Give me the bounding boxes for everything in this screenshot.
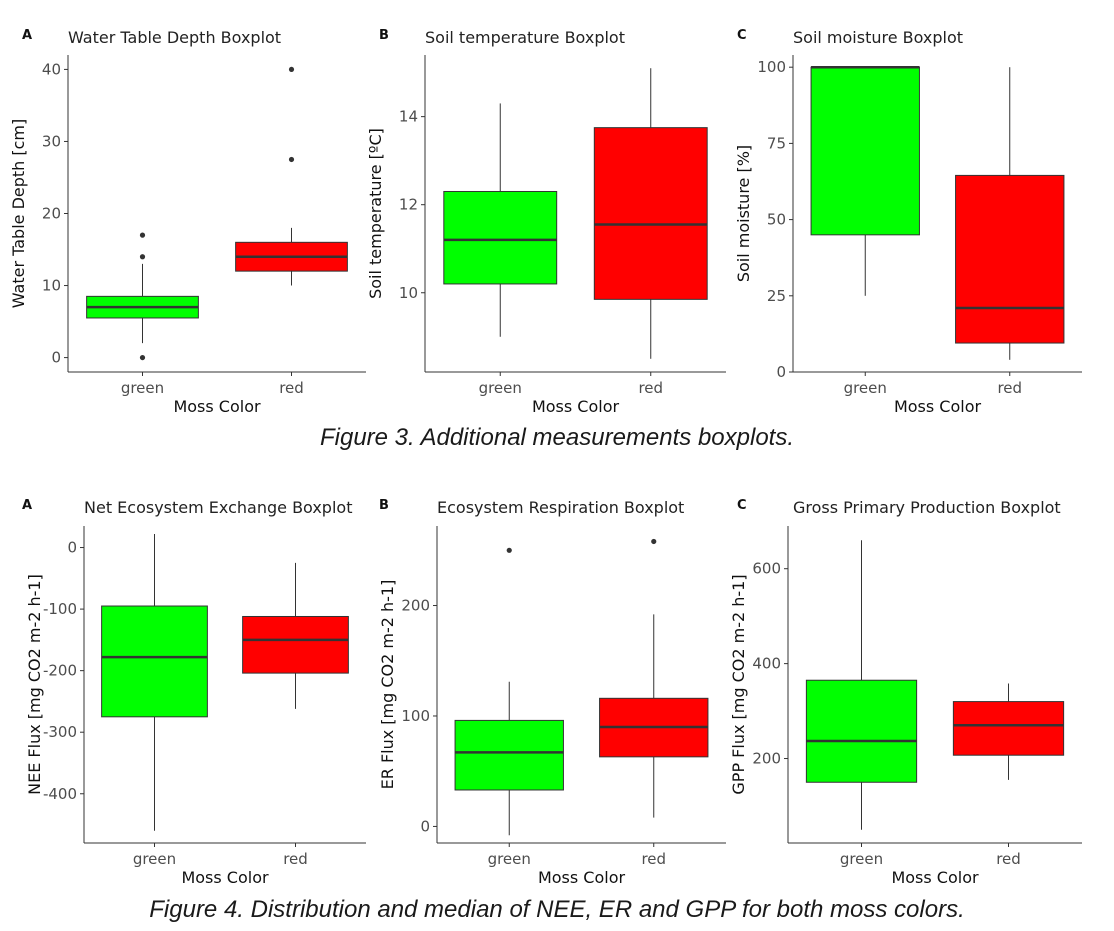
y-tick-label: 200	[752, 750, 781, 768]
y-tick-label: 20	[42, 205, 61, 223]
x-tick-label: green	[844, 379, 887, 397]
y-axis-title: Soil moisture [%]	[734, 145, 753, 282]
y-axis-title: ER Flux [mg CO2 m-2 h-1]	[378, 580, 397, 790]
box-green	[86, 232, 199, 361]
y-tick-label: -100	[43, 600, 77, 618]
box-rect	[443, 190, 558, 285]
panel-gpp: C Gross Primary Production Boxplot 200 400 6…	[729, 498, 1082, 887]
y-tick-label: 10	[42, 277, 61, 295]
y-tick-label: 100	[757, 58, 786, 76]
box-green	[810, 65, 920, 296]
y-tick-label: 50	[767, 211, 786, 229]
panel-er: B Ecosystem Respiration Boxplot 0 100 200 gre…	[378, 498, 726, 887]
box-rect	[955, 174, 1065, 344]
y-tick-label: -200	[43, 662, 77, 680]
y-tick-label: 14	[399, 108, 418, 126]
panel-label: B	[379, 498, 389, 513]
y-axis-title: Water Table Depth [cm]	[9, 119, 28, 309]
panel-label: C	[737, 498, 747, 513]
outlier-point	[288, 66, 295, 73]
y-tick-label: -400	[43, 785, 77, 803]
box-rect	[593, 127, 708, 300]
box-green	[101, 534, 208, 831]
x-tick-label: green	[121, 379, 164, 397]
box-rect	[242, 615, 349, 674]
panel-soil-moisture: C Soil moisture Boxplot 0 25 50 75 100 green red…	[734, 28, 1082, 416]
x-axis-title: Moss Color	[891, 868, 979, 887]
outlier-point	[651, 538, 657, 545]
x-tick-label: red	[638, 379, 663, 397]
y-axis-title: Soil temperature [ºC]	[366, 128, 385, 299]
y-tick-label: 40	[42, 60, 61, 78]
box-rect	[101, 605, 208, 718]
box-rect	[454, 719, 564, 791]
box-rect	[810, 66, 920, 236]
box-red	[593, 68, 708, 359]
y-tick-label: -300	[43, 723, 77, 741]
box-green	[805, 540, 918, 830]
x-axis-title: Moss Color	[181, 868, 269, 887]
panel-label: A	[22, 498, 32, 513]
y-tick-label: 0	[67, 539, 77, 557]
chart-title: Ecosystem Respiration Boxplot	[437, 498, 684, 517]
chart-title: Water Table Depth Boxplot	[68, 28, 281, 47]
x-axis-title: Moss Color	[538, 868, 626, 887]
y-axis-title: GPP Flux [mg CO2 m-2 h-1]	[729, 574, 748, 794]
chart-title: Soil temperature Boxplot	[425, 28, 625, 47]
y-tick-label: 0	[776, 363, 786, 381]
x-tick-label: green	[479, 379, 522, 397]
box-green	[443, 103, 558, 337]
x-tick-label: green	[133, 850, 176, 868]
panel-water-table: A Water Table Depth Boxplot 0 10 20 30 40 green…	[9, 28, 366, 416]
y-tick-label: 0	[420, 817, 430, 835]
y-tick-label: 25	[767, 287, 786, 305]
x-axis-title: Moss Color	[173, 397, 261, 416]
panel-label: B	[379, 28, 389, 43]
outlier-point	[139, 354, 146, 361]
panel-label: C	[737, 28, 747, 43]
box-red	[952, 683, 1065, 780]
x-tick-label: red	[996, 850, 1021, 868]
box-red	[599, 538, 709, 818]
x-tick-label: red	[641, 850, 666, 868]
x-tick-label: green	[840, 850, 883, 868]
y-tick-label: 30	[42, 132, 61, 150]
y-tick-label: 600	[752, 560, 781, 578]
y-tick-label: 12	[399, 196, 418, 214]
y-tick-label: 75	[767, 134, 786, 152]
outlier-point	[288, 156, 295, 163]
x-tick-label: red	[283, 850, 308, 868]
figure-4-caption: Figure 4. Distribution and median of NEE…	[149, 896, 965, 923]
y-tick-label: 10	[399, 284, 418, 302]
x-tick-label: red	[279, 379, 304, 397]
box-rect	[952, 701, 1065, 756]
x-axis-title: Moss Color	[894, 397, 982, 416]
y-tick-label: 200	[401, 597, 430, 615]
y-tick-label: 400	[752, 655, 781, 673]
y-tick-label: 100	[401, 707, 430, 725]
box-green	[454, 547, 564, 836]
chart-title: Soil moisture Boxplot	[793, 28, 963, 47]
panel-nee: A Net Ecosystem Exchange Boxplot -400 -300 -…	[22, 498, 366, 887]
chart-title: Gross Primary Production Boxplot	[793, 498, 1061, 517]
box-red	[235, 66, 348, 286]
chart-title: Net Ecosystem Exchange Boxplot	[84, 498, 352, 517]
box-red	[955, 67, 1065, 360]
outlier-point	[139, 254, 146, 260]
panel-label: A	[22, 28, 32, 43]
panel-soil-temp: B Soil temperature Boxplot 10 12 14 green red M…	[366, 28, 726, 416]
figure-3-caption: Figure 3. Additional measurements boxplo…	[319, 424, 795, 451]
y-tick-label: 0	[51, 349, 61, 367]
outlier-point	[139, 232, 146, 238]
x-tick-label: red	[997, 379, 1022, 397]
x-tick-label: green	[488, 850, 531, 868]
outlier-point	[506, 547, 512, 553]
box-rect	[805, 679, 918, 783]
box-red	[242, 562, 349, 709]
x-axis-title: Moss Color	[532, 397, 620, 416]
y-axis-title: NEE Flux [mg CO2 m-2 h-1]	[25, 574, 44, 795]
